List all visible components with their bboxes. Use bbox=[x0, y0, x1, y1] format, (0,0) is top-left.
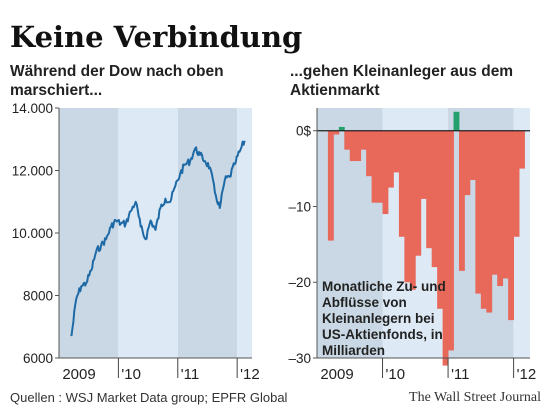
flow-bar bbox=[497, 130, 504, 287]
right-y-tick-label: –20 bbox=[288, 275, 311, 290]
flow-bar bbox=[459, 130, 465, 271]
flow-bar bbox=[349, 130, 356, 162]
year-band bbox=[237, 108, 252, 358]
flow-bar bbox=[491, 130, 498, 275]
flow-bar bbox=[327, 130, 334, 241]
flow-bar bbox=[420, 130, 427, 199]
flow-bar bbox=[519, 130, 525, 169]
flow-bar bbox=[426, 130, 433, 249]
bar-annotation-line: Kleinanlegern bei bbox=[322, 311, 435, 326]
flow-bar bbox=[360, 130, 367, 150]
bar-annotation: Monatliche Zu- und Abflüsse von Kleinanleg… bbox=[322, 279, 446, 358]
right-x-tick-label: '11 bbox=[451, 366, 469, 383]
flow-bar bbox=[415, 130, 422, 256]
right-y-tick-label: –10 bbox=[288, 199, 311, 214]
year-band bbox=[177, 108, 238, 358]
flow-bar bbox=[366, 130, 373, 177]
right-x-tick-label: 2009 bbox=[320, 366, 353, 383]
left-x-tick-label: '10 bbox=[121, 366, 141, 383]
flow-bar bbox=[333, 130, 340, 135]
flow-bar bbox=[388, 130, 394, 188]
flow-bar bbox=[508, 130, 515, 321]
left-y-tick-label: 12.000 bbox=[12, 164, 53, 179]
flow-bar bbox=[355, 130, 362, 162]
dow-line bbox=[70, 140, 246, 337]
flow-bar bbox=[393, 130, 400, 173]
source-note: Quellen : WSJ Market Data group; EPFR Gl… bbox=[10, 390, 288, 405]
flow-bar bbox=[382, 130, 389, 215]
flow-bar bbox=[344, 130, 351, 150]
left-y-tick-label: 6000 bbox=[23, 351, 53, 366]
right-y-tick-label: –30 bbox=[288, 351, 311, 366]
flow-bar bbox=[469, 130, 476, 180]
flow-bar bbox=[475, 130, 482, 294]
left-chart-subtitle: Während der Dow nach oben marschiert... bbox=[10, 63, 224, 99]
flow-bar bbox=[409, 130, 416, 290]
flow-bar bbox=[442, 130, 449, 366]
bar-annotation-line: Abflüsse von bbox=[322, 295, 407, 310]
left-y-tick-label: 10.000 bbox=[12, 226, 53, 241]
flow-bar bbox=[371, 130, 378, 203]
left-y-tick-label: 8000 bbox=[23, 289, 53, 304]
bar-annotation-line: Monatliche Zu- und bbox=[322, 279, 446, 294]
flow-bar bbox=[437, 130, 444, 309]
chart-title: Keine Verbindung bbox=[10, 20, 303, 54]
bar-annotation-line: US-Aktienfonds, in bbox=[322, 327, 443, 342]
flow-bar bbox=[453, 111, 460, 131]
flow-bar bbox=[464, 130, 471, 196]
bar-annotation-line: Milliarden bbox=[322, 343, 385, 358]
left-y-tick-label: 14.000 bbox=[12, 101, 53, 116]
flow-bar bbox=[502, 130, 509, 279]
left-x-tick-label: '11 bbox=[181, 366, 199, 383]
publisher-credit: The Wall Street Journal bbox=[409, 390, 541, 405]
flow-bar bbox=[448, 130, 454, 351]
flow-bar bbox=[377, 130, 383, 203]
right-x-tick-label: '10 bbox=[386, 366, 406, 383]
right-y-tick-label: 0$ bbox=[296, 124, 312, 139]
flow-bar bbox=[431, 130, 438, 268]
flow-bar bbox=[480, 130, 487, 309]
flow-bar bbox=[486, 130, 493, 313]
flow-bar bbox=[513, 130, 520, 237]
left-x-tick-label: '12 bbox=[240, 366, 260, 383]
flow-bar bbox=[404, 130, 411, 283]
flow-bar bbox=[338, 126, 345, 131]
flow-bar bbox=[398, 130, 405, 237]
left-x-tick-label: 2009 bbox=[62, 366, 95, 383]
right-chart-subtitle: ...gehen Kleinanleger aus dem Aktienmark… bbox=[290, 63, 514, 99]
right-x-tick-label: '12 bbox=[517, 366, 537, 383]
